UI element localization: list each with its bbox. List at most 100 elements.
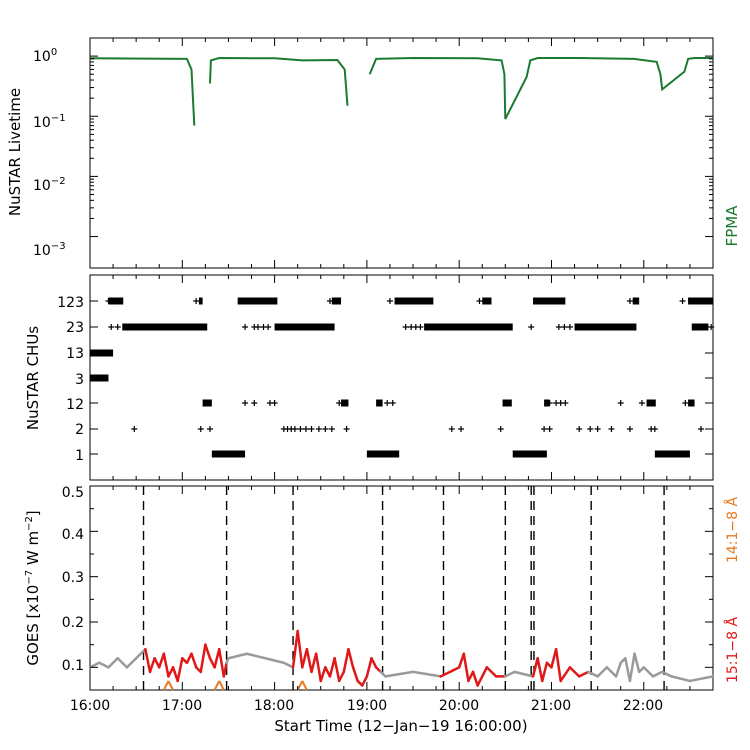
chu-point-123-2	[326, 298, 333, 304]
chu-point-2-21	[594, 426, 601, 432]
chu-ytick-12: 12	[66, 397, 84, 413]
goes15-line-segment	[264, 657, 286, 665]
goes14-line-segment	[162, 680, 170, 691]
xtick-19: 19:00	[347, 698, 387, 714]
goes15-line-segment	[162, 652, 170, 678]
goes15-line-segment	[642, 666, 655, 678]
goes15-line-segment	[370, 657, 378, 669]
chu-point-23-1	[114, 324, 121, 330]
goes15-line-segment	[301, 647, 309, 669]
chu-point-2-6	[291, 426, 298, 432]
chu-dense-segment-13-14	[90, 349, 114, 357]
chu-ylabel: NuSTAR CHUs	[24, 326, 42, 430]
goes15-line-segment	[688, 675, 715, 683]
goes15-line-segment	[190, 652, 198, 669]
goes14-label: 14:1−8 Å	[724, 497, 741, 564]
chu-dense-segment-12-17	[341, 399, 349, 407]
chu-point-12-13	[682, 400, 689, 406]
goes-ytick-0.2: 0.2	[62, 615, 84, 631]
goes15-line-segment	[471, 670, 479, 687]
chu-point-2-22	[608, 426, 615, 432]
chu-point-23-16	[566, 324, 573, 330]
chu-point-12-6	[389, 400, 396, 406]
goes15-line-segment	[624, 657, 632, 683]
goes15-line-segment	[305, 647, 313, 674]
chu-point-2-9	[308, 426, 315, 432]
x-axis-label: Start Time (12−Jan−19 16:00:00)	[274, 717, 527, 735]
goes15-line-segment	[411, 670, 442, 678]
chu-point-2-13	[343, 426, 350, 432]
chu-dense-segment-23-12	[574, 323, 637, 331]
chu-point-2-26	[698, 426, 705, 432]
goes-frame	[89, 485, 714, 691]
chu-dense-segment-12-22	[688, 399, 695, 407]
chu-ticks	[90, 300, 713, 455]
chu-point-2-16	[497, 426, 504, 432]
goes15-line-segment	[531, 657, 539, 678]
goes15-line-segment	[628, 652, 636, 683]
goes15-line-segment	[596, 666, 609, 678]
chu-dense-segment-123-5	[482, 297, 492, 305]
chu-dense-segment-12-21	[646, 399, 656, 407]
chu-point-2-17	[541, 426, 548, 432]
goes15-line-segment	[107, 657, 119, 669]
chu-point-12-4	[336, 400, 343, 406]
goes-panel: 0.5 0.4 0.3 0.2 0.1 GOES [x10−7 W m−2] 1…	[24, 38, 741, 691]
goes15-line-segment	[217, 647, 226, 678]
fpma-line-segment-1	[209, 56, 349, 106]
chu-dense-segment-23-9	[122, 323, 208, 331]
chu-point-12-10	[562, 400, 569, 406]
livetime-ytick-3: 10−3	[33, 241, 66, 259]
chu-point-123-3	[386, 298, 393, 304]
goes15-line-segment	[439, 666, 461, 678]
goes15-line-segment	[541, 661, 549, 683]
xtick-17: 17:00	[162, 698, 202, 714]
chu-dense-segment-12-18	[376, 399, 383, 407]
chu-dense-segment-23-11	[424, 323, 513, 331]
chu-dense-segment-1-25	[512, 450, 547, 458]
chu-dense-segment-123-6	[533, 297, 566, 305]
chu-point-123-0	[105, 298, 112, 304]
chu-point-23-8	[265, 324, 272, 330]
goes15-line-segment	[337, 670, 346, 683]
goes15-line-segment	[485, 666, 498, 678]
goes15-line-segment	[319, 666, 327, 683]
chu-point-2-18	[546, 426, 553, 432]
chu-point-12-3	[271, 400, 278, 406]
chu-panel: 123 23 13 3 12 2 1 NuSTAR CHUs	[24, 274, 715, 481]
chu-point-23-9	[402, 324, 409, 330]
chu-point-23-2	[182, 324, 189, 330]
goes15-line-segment	[568, 666, 581, 678]
chu-point-23-6	[254, 324, 261, 330]
chu-point-23-13	[528, 324, 535, 330]
chu-ytick-13: 13	[66, 346, 84, 362]
goes14-line-segment	[296, 680, 304, 691]
chu-point-23-14	[555, 324, 562, 330]
goes15-line-segment	[328, 657, 336, 678]
chu-point-2-12	[328, 426, 335, 432]
chu-frame	[89, 274, 714, 481]
chu-point-2-23	[626, 426, 633, 432]
goes15-line-segment	[176, 657, 184, 683]
goes15-line-segment	[204, 643, 212, 660]
chu-ytick-123: 123	[57, 295, 84, 311]
chu-ytick-3: 3	[75, 372, 84, 388]
livetime-frame	[89, 37, 714, 269]
chu-dense-segment-12-16	[202, 399, 212, 407]
chu-point-123-4	[476, 298, 483, 304]
chu-ytick-2: 2	[75, 422, 84, 438]
chu-point-123-6	[679, 298, 686, 304]
goes14-line-segment	[213, 680, 221, 691]
chu-point-123-5	[626, 298, 633, 304]
fpma-line-segment-2	[368, 56, 713, 120]
chu-point-12-1	[251, 400, 258, 406]
goes15-line-segment	[97, 661, 110, 669]
goes15-line-segment	[365, 657, 373, 678]
chu-dense-segment-1-26	[654, 450, 690, 458]
goes14-line-segment	[218, 680, 225, 691]
chu-point-23-0	[108, 324, 115, 330]
fpma-label: FPMA	[723, 205, 741, 247]
fpma-line-segment-0	[89, 57, 196, 126]
xtick-20: 20:00	[439, 698, 479, 714]
